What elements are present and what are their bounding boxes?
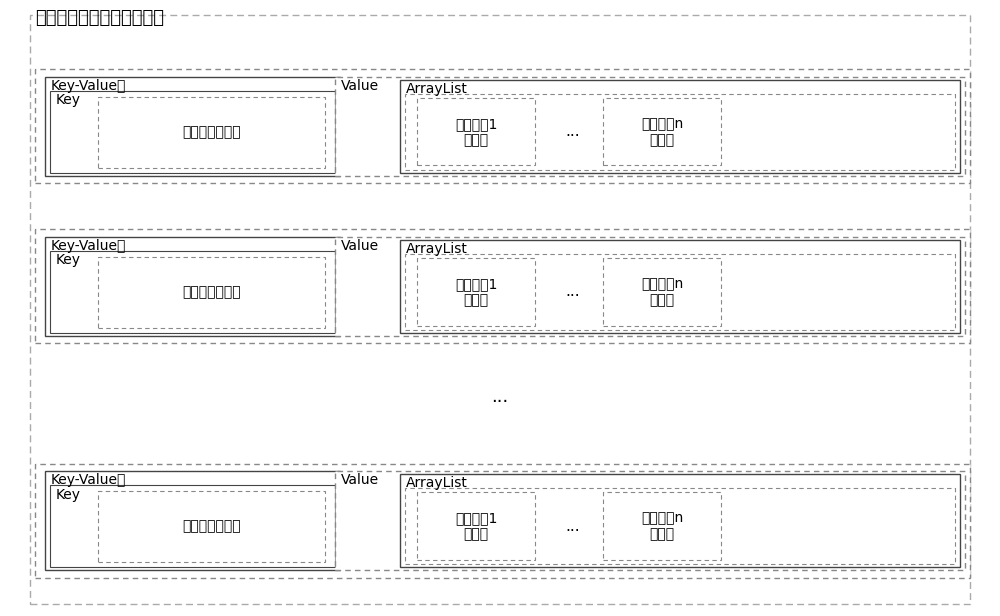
FancyBboxPatch shape — [35, 230, 970, 344]
FancyBboxPatch shape — [45, 471, 340, 570]
Text: 标准地址1
词向量: 标准地址1 词向量 — [455, 511, 497, 541]
FancyBboxPatch shape — [400, 79, 960, 172]
FancyBboxPatch shape — [50, 251, 335, 333]
FancyBboxPatch shape — [335, 76, 965, 176]
FancyBboxPatch shape — [98, 492, 325, 562]
Text: Value: Value — [341, 239, 379, 253]
FancyBboxPatch shape — [603, 98, 721, 165]
FancyBboxPatch shape — [603, 258, 721, 325]
Text: 标准地址n
词向量: 标准地址n 词向量 — [641, 116, 683, 147]
FancyBboxPatch shape — [417, 258, 535, 325]
FancyBboxPatch shape — [335, 471, 965, 570]
Text: 哈希标准地址词典数据结构: 哈希标准地址词典数据结构 — [35, 9, 164, 27]
FancyBboxPatch shape — [30, 15, 970, 604]
Text: ...: ... — [566, 124, 580, 139]
Text: 标准地址关键词: 标准地址关键词 — [182, 286, 241, 299]
Text: ...: ... — [566, 285, 580, 299]
FancyBboxPatch shape — [98, 97, 325, 168]
Text: 标准地址n
词向量: 标准地址n 词向量 — [641, 277, 683, 307]
FancyBboxPatch shape — [35, 463, 970, 578]
Text: ...: ... — [566, 519, 580, 533]
FancyBboxPatch shape — [35, 70, 970, 184]
FancyBboxPatch shape — [335, 237, 965, 336]
Text: Key: Key — [56, 488, 81, 501]
FancyBboxPatch shape — [50, 485, 335, 567]
Text: ArrayList: ArrayList — [406, 242, 468, 256]
FancyBboxPatch shape — [405, 488, 955, 564]
Text: 标准地址关键词: 标准地址关键词 — [182, 520, 241, 533]
Text: Value: Value — [341, 79, 379, 93]
FancyBboxPatch shape — [45, 237, 340, 336]
Text: ...: ... — [491, 388, 509, 407]
Text: Value: Value — [341, 473, 379, 487]
Text: Key-Value对: Key-Value对 — [51, 473, 126, 487]
FancyBboxPatch shape — [400, 474, 960, 567]
Text: 标准地址关键词: 标准地址关键词 — [182, 126, 241, 139]
FancyBboxPatch shape — [417, 493, 535, 559]
FancyBboxPatch shape — [45, 76, 340, 176]
Text: Key-Value对: Key-Value对 — [51, 79, 126, 93]
FancyBboxPatch shape — [50, 91, 335, 172]
FancyBboxPatch shape — [400, 240, 960, 333]
Text: 标准地址1
词向量: 标准地址1 词向量 — [455, 277, 497, 307]
FancyBboxPatch shape — [405, 94, 955, 169]
FancyBboxPatch shape — [417, 98, 535, 165]
FancyBboxPatch shape — [98, 257, 325, 328]
Text: ArrayList: ArrayList — [406, 82, 468, 96]
Text: Key-Value对: Key-Value对 — [51, 239, 126, 253]
Text: 标准地址1
词向量: 标准地址1 词向量 — [455, 116, 497, 147]
FancyBboxPatch shape — [405, 254, 955, 330]
Text: ArrayList: ArrayList — [406, 477, 468, 490]
FancyBboxPatch shape — [603, 493, 721, 559]
Text: 标准地址n
词向量: 标准地址n 词向量 — [641, 511, 683, 541]
Text: Key: Key — [56, 254, 81, 267]
Text: Key: Key — [56, 93, 81, 107]
